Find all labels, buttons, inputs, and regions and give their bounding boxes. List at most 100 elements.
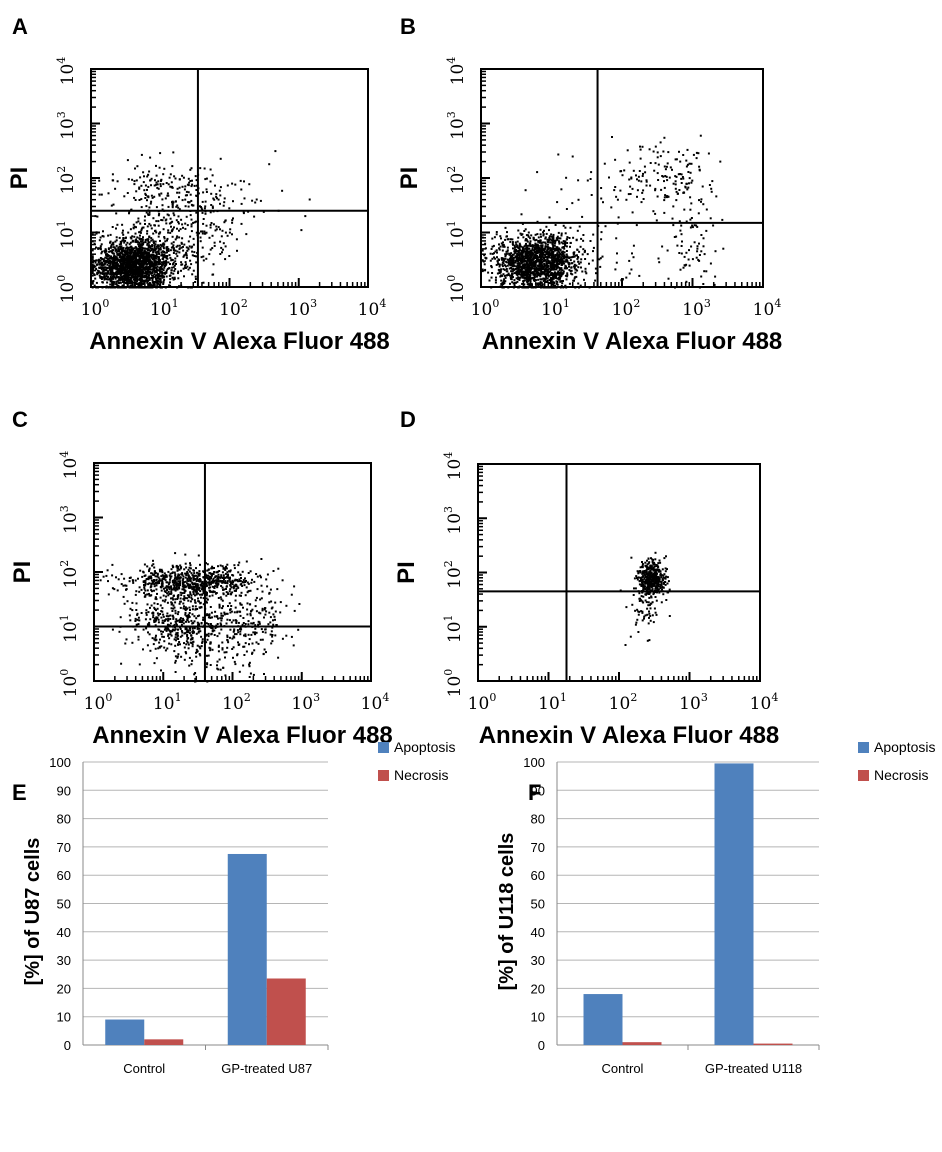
- scatter-point: [161, 571, 164, 574]
- scatter-point: [667, 277, 670, 280]
- scatter-point: [190, 586, 193, 589]
- scatter-point: [134, 239, 137, 242]
- scatter-point: [249, 570, 252, 573]
- scatter-point: [190, 167, 193, 170]
- scatter-point: [549, 262, 552, 265]
- scatter-point: [695, 157, 698, 160]
- scatter-point: [135, 190, 138, 193]
- scatter-point: [531, 284, 533, 286]
- scatter-point: [530, 263, 533, 266]
- scatter-point: [189, 259, 192, 262]
- scatter-point: [505, 235, 508, 238]
- scatter-point: [502, 283, 504, 286]
- scatter-point: [155, 253, 158, 256]
- scatter-point: [519, 258, 522, 261]
- scatter-point: [184, 185, 187, 188]
- scatter-point: [238, 578, 241, 581]
- scatter-point: [137, 217, 140, 220]
- y-tick-label: 100: [55, 275, 78, 304]
- scatter-point: [165, 251, 168, 254]
- scatter-point: [148, 570, 150, 573]
- scatter-point: [163, 266, 166, 269]
- scatter-point: [535, 279, 537, 282]
- scatter-point: [190, 223, 193, 226]
- scatter-point: [233, 589, 236, 592]
- scatter-point: [679, 160, 682, 163]
- scatter-point: [548, 237, 551, 239]
- scatter-point: [700, 234, 703, 236]
- scatter-point: [153, 273, 156, 276]
- scatter-point: [135, 241, 138, 244]
- scatter-point: [581, 253, 584, 256]
- scatter-point: [504, 280, 507, 283]
- scatter-point: [529, 269, 532, 272]
- scatter-point: [135, 246, 138, 249]
- scatter-point: [540, 253, 542, 256]
- scatter-point: [138, 278, 141, 281]
- scatter-point: [178, 208, 181, 211]
- scatter-point: [125, 584, 128, 587]
- scatter-point: [132, 263, 135, 266]
- scatter-point: [635, 224, 638, 227]
- scatter-point: [180, 269, 182, 272]
- scatter-point: [201, 230, 204, 233]
- scatter-point: [556, 256, 559, 259]
- scatter-point: [666, 249, 669, 252]
- scatter-point: [557, 231, 560, 234]
- scatter-point: [517, 229, 520, 232]
- scatter-point: [97, 260, 100, 263]
- scatter-point: [573, 260, 576, 263]
- scatter-point: [530, 272, 532, 275]
- scatter-point: [510, 267, 513, 269]
- scatter-point: [562, 224, 565, 227]
- scatter-point: [126, 192, 129, 194]
- scatter-point: [122, 260, 125, 263]
- scatter-point: [523, 272, 526, 274]
- scatter-point: [135, 226, 137, 229]
- scatter-point: [211, 567, 214, 570]
- scatter-point: [555, 273, 558, 275]
- scatter-point: [527, 268, 530, 271]
- scatter-point: [516, 258, 519, 261]
- scatter-point: [115, 274, 118, 277]
- scatter-point: [165, 246, 168, 249]
- scatter-point: [146, 266, 149, 269]
- scatter-point: [506, 274, 509, 276]
- scatter-point: [547, 271, 550, 274]
- scatter-point: [128, 254, 131, 257]
- scatter-point: [106, 263, 109, 266]
- scatter-point: [579, 245, 582, 248]
- scatter-point: [179, 228, 182, 231]
- scatter-point: [135, 248, 138, 251]
- scatter-point: [615, 195, 618, 198]
- scatter-point: [98, 239, 101, 242]
- scatter-point: [162, 269, 165, 272]
- scatter-point: [517, 267, 520, 270]
- scatter-point: [201, 246, 204, 249]
- scatter-point: [671, 217, 674, 220]
- scatter-point: [672, 182, 675, 185]
- scatter-point: [588, 262, 590, 265]
- scatter-point: [180, 573, 183, 576]
- scatter-point: [551, 251, 554, 254]
- scatter-point: [666, 179, 669, 182]
- scatter-point: [127, 274, 130, 277]
- scatter-point: [177, 565, 180, 568]
- scatter-point: [488, 279, 491, 282]
- scatter-point: [680, 252, 683, 255]
- scatter-point: [187, 191, 190, 194]
- scatter-point: [225, 588, 227, 590]
- scatter-point: [171, 263, 174, 266]
- scatter-point: [557, 271, 560, 274]
- scatter-point: [141, 252, 144, 255]
- scatter-point: [107, 262, 110, 265]
- scatter-point: [130, 275, 133, 277]
- scatter-point: [562, 262, 565, 264]
- scatter-point: [125, 250, 128, 253]
- scatter-point: [159, 185, 162, 188]
- scatter-point: [489, 252, 492, 255]
- scatter-point: [524, 263, 527, 266]
- scatter-point: [129, 277, 132, 280]
- scatter-point: [165, 275, 168, 278]
- scatter-point: [544, 250, 547, 253]
